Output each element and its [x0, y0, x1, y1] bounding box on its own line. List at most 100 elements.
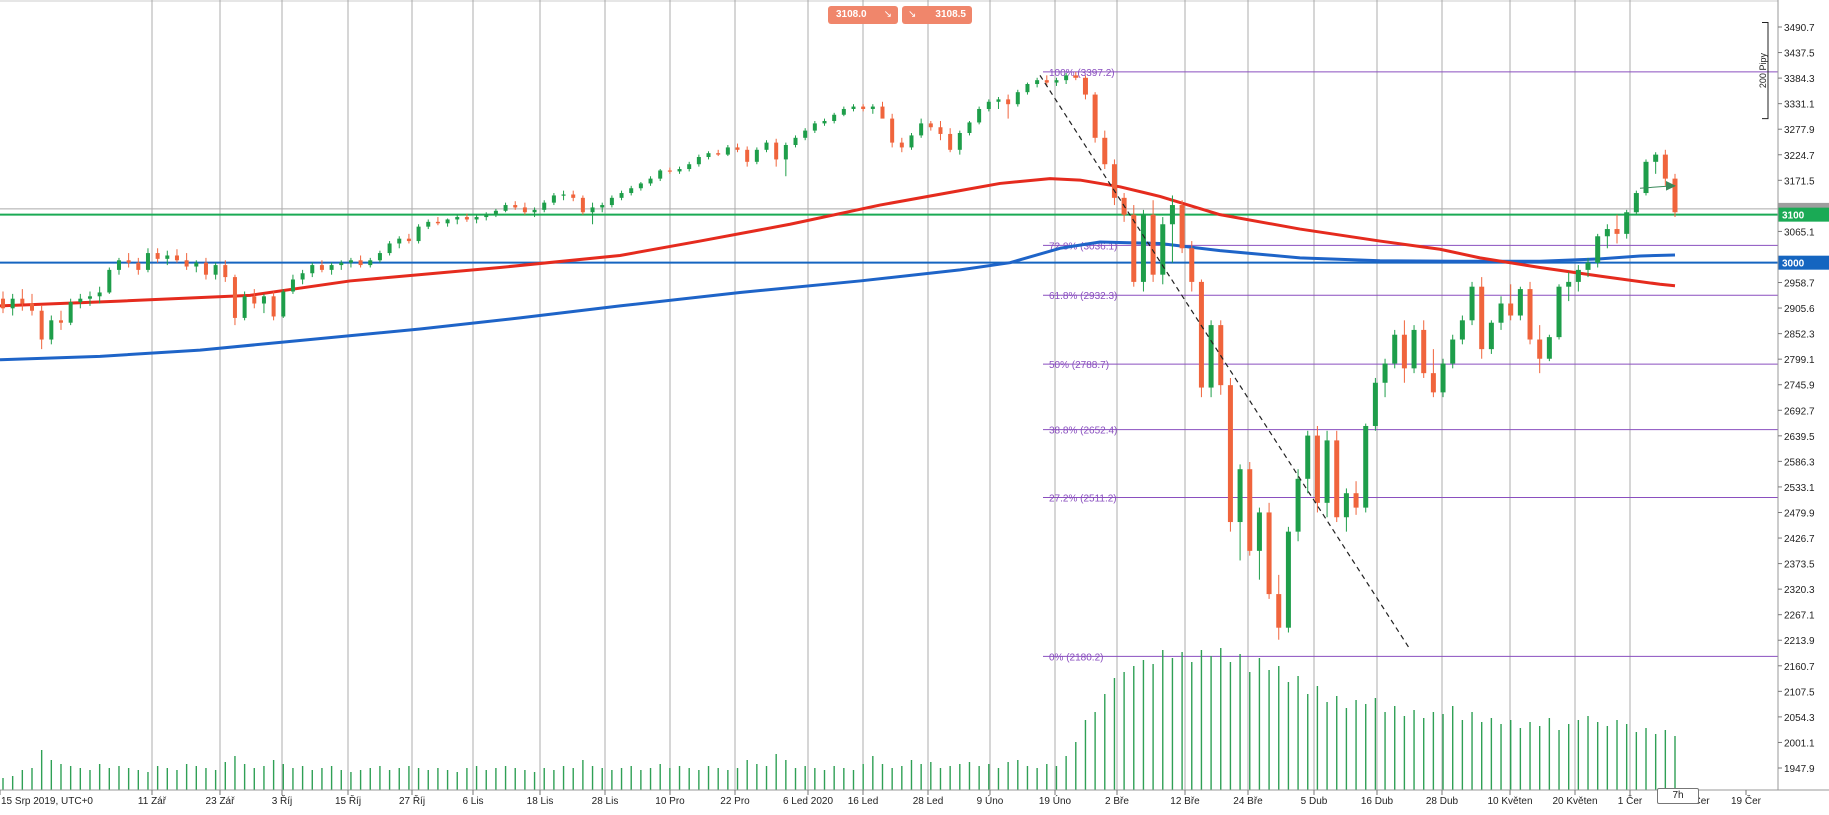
- candle-body: [1295, 478, 1301, 532]
- price-tick-label: 3331.1: [1784, 100, 1815, 111]
- time-tick-label: 24 Bře: [1233, 796, 1263, 807]
- candle-body: [368, 260, 373, 266]
- candle-body: [126, 260, 131, 263]
- time-tick-label: 5 Dub: [1301, 796, 1328, 807]
- candle-body: [948, 133, 953, 150]
- price-level-tag[interactable]: [1778, 207, 1829, 222]
- candle-body: [97, 292, 102, 297]
- candle-body: [783, 145, 788, 160]
- buy-price-button[interactable]: ↘ 3108.5: [902, 6, 972, 24]
- candle-body: [1208, 325, 1214, 388]
- price-tick-label: 2745.9: [1784, 381, 1815, 392]
- candle-body: [1305, 435, 1311, 479]
- pip-scale-bracket: [1762, 22, 1769, 120]
- time-tick-label: 2 Bře: [1105, 796, 1129, 807]
- fibonacci-retracement[interactable]: 100% (3397.2) 72.8% (3036.1) 61.8% (2932.3…: [1043, 68, 1778, 664]
- candle-body: [426, 221, 431, 227]
- candle-body: [648, 178, 653, 184]
- candle-body: [1044, 80, 1049, 83]
- sell-price-button[interactable]: 3108.0 ↘: [828, 6, 898, 24]
- candle-body: [358, 260, 363, 266]
- candle-body: [68, 302, 73, 323]
- candle-body: [957, 133, 962, 150]
- candle-body: [203, 262, 208, 275]
- time-tick-label: 16 Led: [848, 796, 879, 807]
- price-tick-label: 2692.7: [1784, 406, 1815, 417]
- time-tick-label: 3 Říj: [272, 794, 293, 807]
- candle-body: [416, 226, 421, 242]
- candle-body: [155, 253, 160, 259]
- candle-body: [58, 320, 63, 323]
- time-axis[interactable]: 15 Srp 2019, UTC+0 11 Zář 23 Zář 3 Říj 15 Ří…: [0, 789, 1829, 807]
- time-tick-label: 28 Led: [913, 796, 944, 807]
- candle-body: [861, 106, 866, 109]
- candle-body: [1614, 229, 1620, 234]
- candle-body: [532, 209, 537, 213]
- time-tick-label: 15 Říj: [335, 794, 361, 807]
- candle-body: [1624, 212, 1630, 234]
- candle-body: [319, 265, 324, 270]
- candle-body: [1372, 382, 1378, 426]
- time-tick-label: 15 Srp 2019, UTC+0: [1, 796, 93, 807]
- candle-body: [938, 127, 943, 134]
- candle-body: [667, 170, 672, 172]
- time-tick-label: 11 Zář: [138, 796, 167, 807]
- candle-body: [271, 296, 276, 317]
- candle-body: [1314, 435, 1320, 503]
- candle-body: [1150, 214, 1156, 275]
- price-tick-label: 2320.3: [1784, 585, 1815, 596]
- candle-body: [339, 262, 344, 266]
- candle-body: [822, 120, 827, 124]
- candle-body: [803, 130, 808, 138]
- candle-body: [1469, 286, 1475, 321]
- candle-body: [1450, 339, 1456, 364]
- candle-body: [474, 217, 479, 220]
- time-tick-label: 16 Dub: [1361, 796, 1394, 807]
- candle-body: [870, 106, 875, 109]
- moving-averages: [0, 177, 1676, 362]
- candle-body: [1392, 334, 1398, 364]
- candle-body: [136, 262, 141, 270]
- candle-body: [223, 265, 228, 278]
- candle-body: [435, 221, 440, 224]
- candle-body: [1440, 363, 1446, 393]
- candle-body: [1237, 469, 1243, 523]
- time-tick-label: 28 Lis: [592, 796, 619, 807]
- trendline[interactable]: [1039, 75, 1411, 650]
- candle-body: [1247, 469, 1253, 551]
- price-tick-label: 2958.7: [1784, 279, 1815, 290]
- arrow-down-right-icon: ↘: [883, 9, 892, 20]
- price-level-label: 3000: [1782, 259, 1805, 270]
- time-tick-label: 9 Úno: [977, 794, 1004, 807]
- volume-bars: [2, 648, 1676, 790]
- price-tick-label: 2160.7: [1784, 662, 1815, 673]
- price-tick-label: 3171.5: [1784, 176, 1815, 187]
- candle-body: [1401, 334, 1407, 369]
- candle-body: [107, 269, 112, 293]
- trendline-dashed[interactable]: [1039, 75, 1676, 650]
- timeframe-selector[interactable]: 7h: [1657, 788, 1699, 804]
- price-level-label: 3100: [1782, 211, 1805, 222]
- candle-body: [290, 279, 295, 292]
- candle-body: [1035, 80, 1040, 85]
- price-level-tag[interactable]: [1778, 255, 1829, 270]
- candle-body: [1411, 329, 1417, 369]
- price-axis[interactable]: 3490.7 3437.5 3384.3 3331.1 3277.9 3224.7 3171…: [1758, 0, 1815, 790]
- fib-level-label: 38.8% (2652.4): [1049, 426, 1117, 437]
- candle-body: [493, 210, 498, 215]
- time-tick-label: 19 Úno: [1039, 794, 1072, 807]
- candle-body: [764, 142, 769, 150]
- candle-body: [890, 118, 895, 143]
- time-tick-label: 28 Dub: [1426, 796, 1459, 807]
- candle-body: [1082, 77, 1088, 95]
- arrow-down-right-icon: ↘: [908, 9, 917, 20]
- candle-body: [571, 194, 576, 198]
- price-tick-label: 2852.3: [1784, 330, 1815, 341]
- time-tick-label: 27 Říj: [399, 794, 425, 807]
- price-tick-label: 1947.9: [1784, 764, 1815, 775]
- candlesticks: [1, 72, 1678, 640]
- candle-body: [87, 296, 92, 299]
- price-tick-label: 3277.9: [1784, 125, 1815, 136]
